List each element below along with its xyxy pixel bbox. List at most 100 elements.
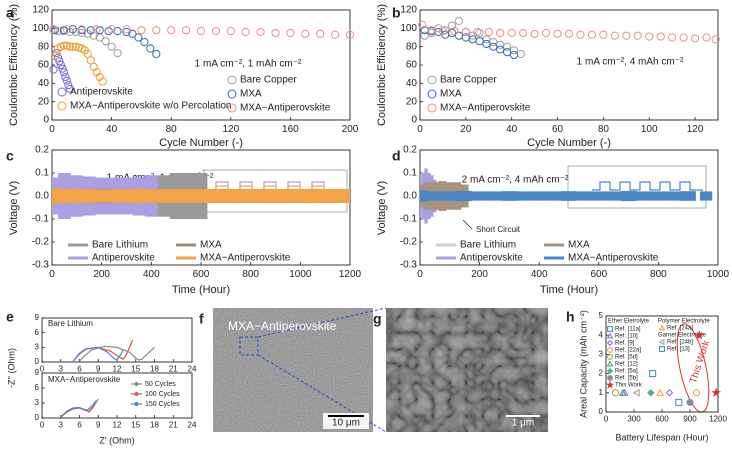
x-axis-title: Time (Hour) [540,284,598,296]
legend-symbol [658,324,666,331]
data-point [152,49,161,59]
data-point [668,33,677,42]
data-point [62,76,72,85]
x-tick-label: 400 [531,269,548,280]
legend-label: Antiperovskite [92,253,155,264]
x-tick-label: 9 [96,421,101,430]
data-point [59,41,69,50]
voltage-band [635,191,652,201]
x-tick-label: 40 [106,124,118,135]
data-line [79,345,155,362]
legend-label: Ref. [11a] [615,327,641,333]
legend-label: MXA−Antiperovskite [440,103,531,114]
data-point [482,39,491,49]
voltage-band [169,189,183,203]
y-tick-label: 60 [406,60,418,71]
y-tick-label: 0 [599,407,604,416]
x-tick-label: 6 [77,365,82,374]
legend-label: MXA−Antiperovskite [240,103,331,114]
data-point [49,25,58,34]
x-tick-label: 40 [506,124,518,135]
x-tick-label: 0 [40,365,45,374]
plot-title: Bare Lithium [48,319,93,328]
data-point [122,27,131,37]
x-tick-label: 120 [222,124,239,135]
y-tick-label: 0.0 [35,191,49,202]
x-tick-label: 400 [143,269,160,280]
y-tick-label: 0.0 [403,191,417,202]
y-tick-label: 0 [35,357,40,366]
y-tick-label: 60 [38,60,50,71]
annotation: 1 mA cm⁻², 1 mAh cm⁻² [195,59,302,70]
data-point [128,29,137,38]
x-tick-label: 600 [590,269,607,280]
legend-label: Ref. [5b] [615,376,638,382]
legend-label: MXA [440,89,462,100]
legend-symbol [427,103,437,113]
annotation-arrow [462,219,473,230]
data-point [454,16,464,26]
legend-label: Bare Copper [240,75,297,86]
data-point [576,30,585,39]
data-point [530,29,539,38]
y-tick-label: -0.3 [400,260,418,271]
data-point [503,48,512,57]
legend-label: 50 Cycles [145,381,176,388]
legend-label: Ref. [10] [615,334,638,340]
data-point [58,64,67,73]
data-point [107,25,116,34]
inset-frame [567,165,707,209]
plot-frame [419,9,719,121]
annotation: 1 mA cm⁻², 4 mAh cm⁻² [577,57,684,68]
panel-label: f [199,311,204,327]
x-tick-label: 3 [59,421,64,430]
data-point [146,44,155,53]
legend-label: MXA−Antiperovskite w/o Percolation [70,101,231,112]
x-tick-label: 24 [188,421,197,430]
data-point [693,389,701,397]
y-tick-label: 0 [35,413,40,422]
voltage-band [471,191,488,201]
legend-label: Ref. [5a] [615,369,638,375]
y-axis-title: Areal Capacity (mAh cm⁻²) [578,310,588,418]
x-tick-label: 0 [417,124,423,135]
data-point [196,26,206,36]
legend-label: MXA [200,240,222,251]
legend-label: Ref. [24b] [667,340,693,346]
legend-symbol [134,402,139,406]
data-point [711,35,720,44]
y-tick-label: 3 [35,398,40,407]
y-tick-label: -0.2 [400,237,418,248]
voltage-band [52,187,59,205]
legend-heading: Garnet Electrolyte [658,333,707,339]
y-tick-label: 0 [43,115,49,126]
panel-label: g [373,311,382,327]
voltage-band [219,189,233,203]
legend-symbol [134,382,139,386]
data-point [587,30,597,39]
legend-label: MXA−Antiperovskite [568,253,659,264]
voltage-band [591,191,607,201]
y-axis-title: Coulombic Efficiency (%) [376,4,388,126]
data-point [632,388,640,397]
plot-frame [605,315,719,413]
legend-symbol [607,326,613,332]
legend-heading: Polymer Electrolyte [658,319,710,325]
legend-label: 100 Cycles [145,391,180,398]
data-point [301,29,310,38]
data-point [564,29,574,38]
data-point [475,37,484,46]
legend-label: Bare Lithium [92,240,148,251]
voltage-band [157,189,171,203]
data-point [489,42,498,51]
y-tick-label: 100 [32,23,49,34]
data-point [56,60,66,70]
data-point [694,329,705,340]
x-tick-label: 100 [641,124,658,135]
y-tick-label: 6 [35,383,40,392]
y-tick-label: 80 [38,41,50,52]
legend-symbol [605,380,615,389]
data-line [60,402,96,418]
data-point [599,30,608,39]
voltage-band [231,189,245,203]
